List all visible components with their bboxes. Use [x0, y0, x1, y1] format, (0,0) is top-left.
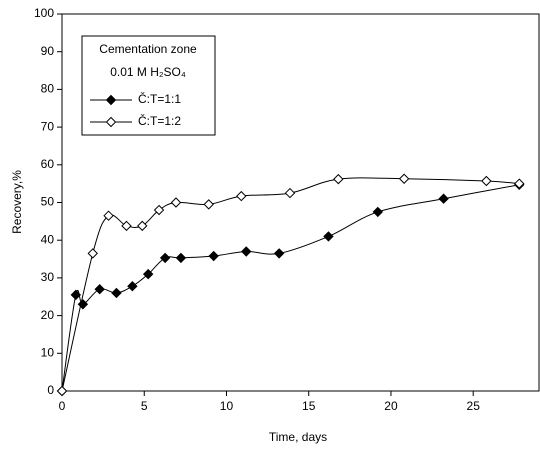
y-tick-label: 20 [41, 308, 55, 322]
x-tick-label: 0 [59, 399, 66, 413]
data-point [398, 173, 410, 184]
data-point [121, 220, 132, 232]
data-point [127, 280, 138, 292]
data-point [323, 231, 334, 242]
x-tick-label: 20 [384, 399, 398, 413]
data-point [438, 193, 449, 204]
x-tick-label: 10 [220, 399, 234, 413]
y-tick-label: 30 [41, 270, 55, 284]
data-point [284, 187, 296, 199]
data-point [103, 210, 114, 221]
y-tick-label: 60 [41, 157, 55, 171]
legend-title: Cementation zone [99, 42, 197, 56]
data-point [203, 199, 214, 210]
data-point [514, 178, 525, 189]
legend-box [81, 35, 216, 136]
data-point [481, 175, 492, 187]
series-line [61, 184, 520, 392]
data-point [111, 287, 122, 299]
data-point [137, 220, 148, 232]
data-point [175, 252, 187, 264]
legend-title: 0.01 M H₂SO₄ [110, 65, 186, 79]
y-tick-label: 10 [41, 345, 55, 359]
data-point [159, 252, 171, 264]
data-point [236, 190, 247, 202]
y-tick-label: 40 [41, 232, 55, 246]
data-point [142, 268, 154, 280]
y-tick-label: 0 [47, 383, 54, 397]
data-point [153, 204, 165, 216]
data-point [333, 173, 344, 185]
data-point [208, 250, 219, 262]
data-point [70, 289, 82, 301]
x-axis-label: Time, days [269, 430, 327, 444]
data-point [273, 248, 285, 259]
x-tick-label: 25 [467, 399, 481, 413]
data-point [170, 197, 182, 208]
y-tick-label: 50 [41, 195, 55, 209]
data-point [77, 299, 89, 310]
y-tick-label: 80 [41, 82, 55, 96]
y-tick-label: 100 [34, 6, 54, 20]
data-point [94, 284, 105, 295]
data-point [372, 206, 384, 218]
y-axis-label: Recovery,% [10, 170, 24, 234]
x-tick-label: 15 [302, 399, 316, 413]
legend-marker [105, 94, 117, 106]
x-tick-label: 5 [141, 399, 148, 413]
legend-label: Č:T=1:2 [138, 113, 181, 128]
legend-label: Č:T=1:1 [138, 91, 181, 106]
y-tick-label: 70 [41, 119, 55, 133]
data-point [56, 385, 68, 397]
data-point [87, 248, 98, 259]
data-point [241, 246, 252, 257]
legend-marker [105, 116, 117, 128]
y-tick-label: 90 [41, 44, 55, 58]
